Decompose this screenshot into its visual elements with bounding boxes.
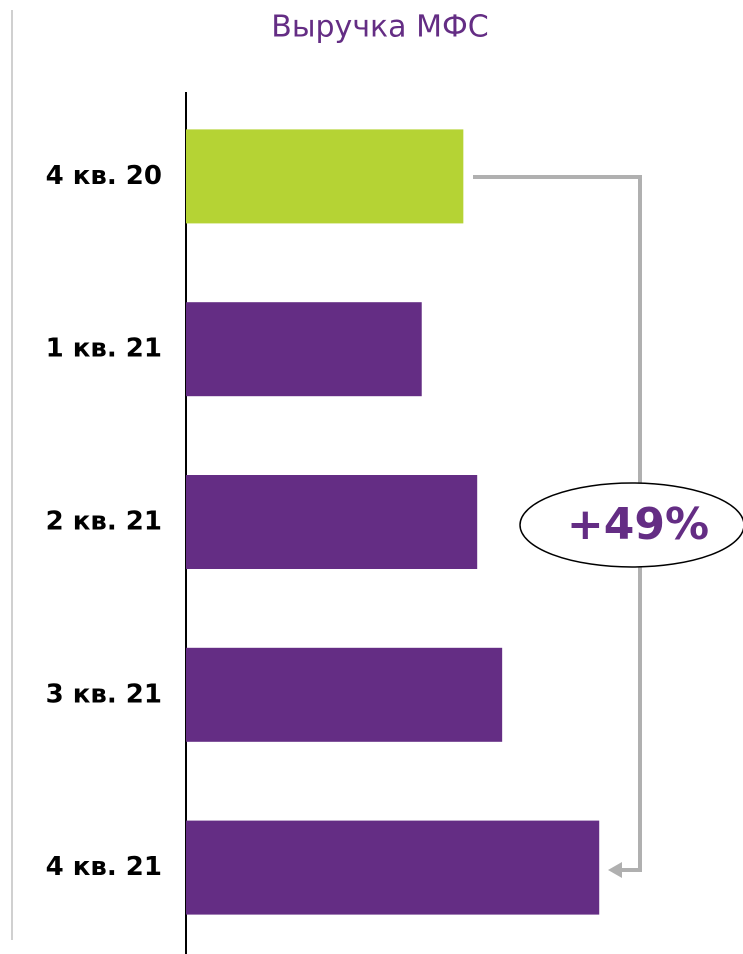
bar [186, 302, 422, 397]
bar [186, 647, 503, 742]
annotation-ellipse [519, 482, 743, 568]
bar [186, 475, 478, 569]
arrow-head [608, 862, 622, 878]
annotation: +49% [567, 499, 709, 550]
y-tick-label: 3 кв. 21 [46, 679, 162, 709]
bar [186, 820, 600, 915]
bar [186, 129, 464, 224]
y-tick-label: 4 кв. 21 [46, 852, 162, 882]
y-tick-label: 4 кв. 20 [46, 161, 162, 191]
chart-title: Выручка МФС [271, 10, 489, 45]
y-tick-label: 2 кв. 21 [46, 507, 162, 537]
y-tick-label: 1 кв. 21 [46, 334, 162, 364]
